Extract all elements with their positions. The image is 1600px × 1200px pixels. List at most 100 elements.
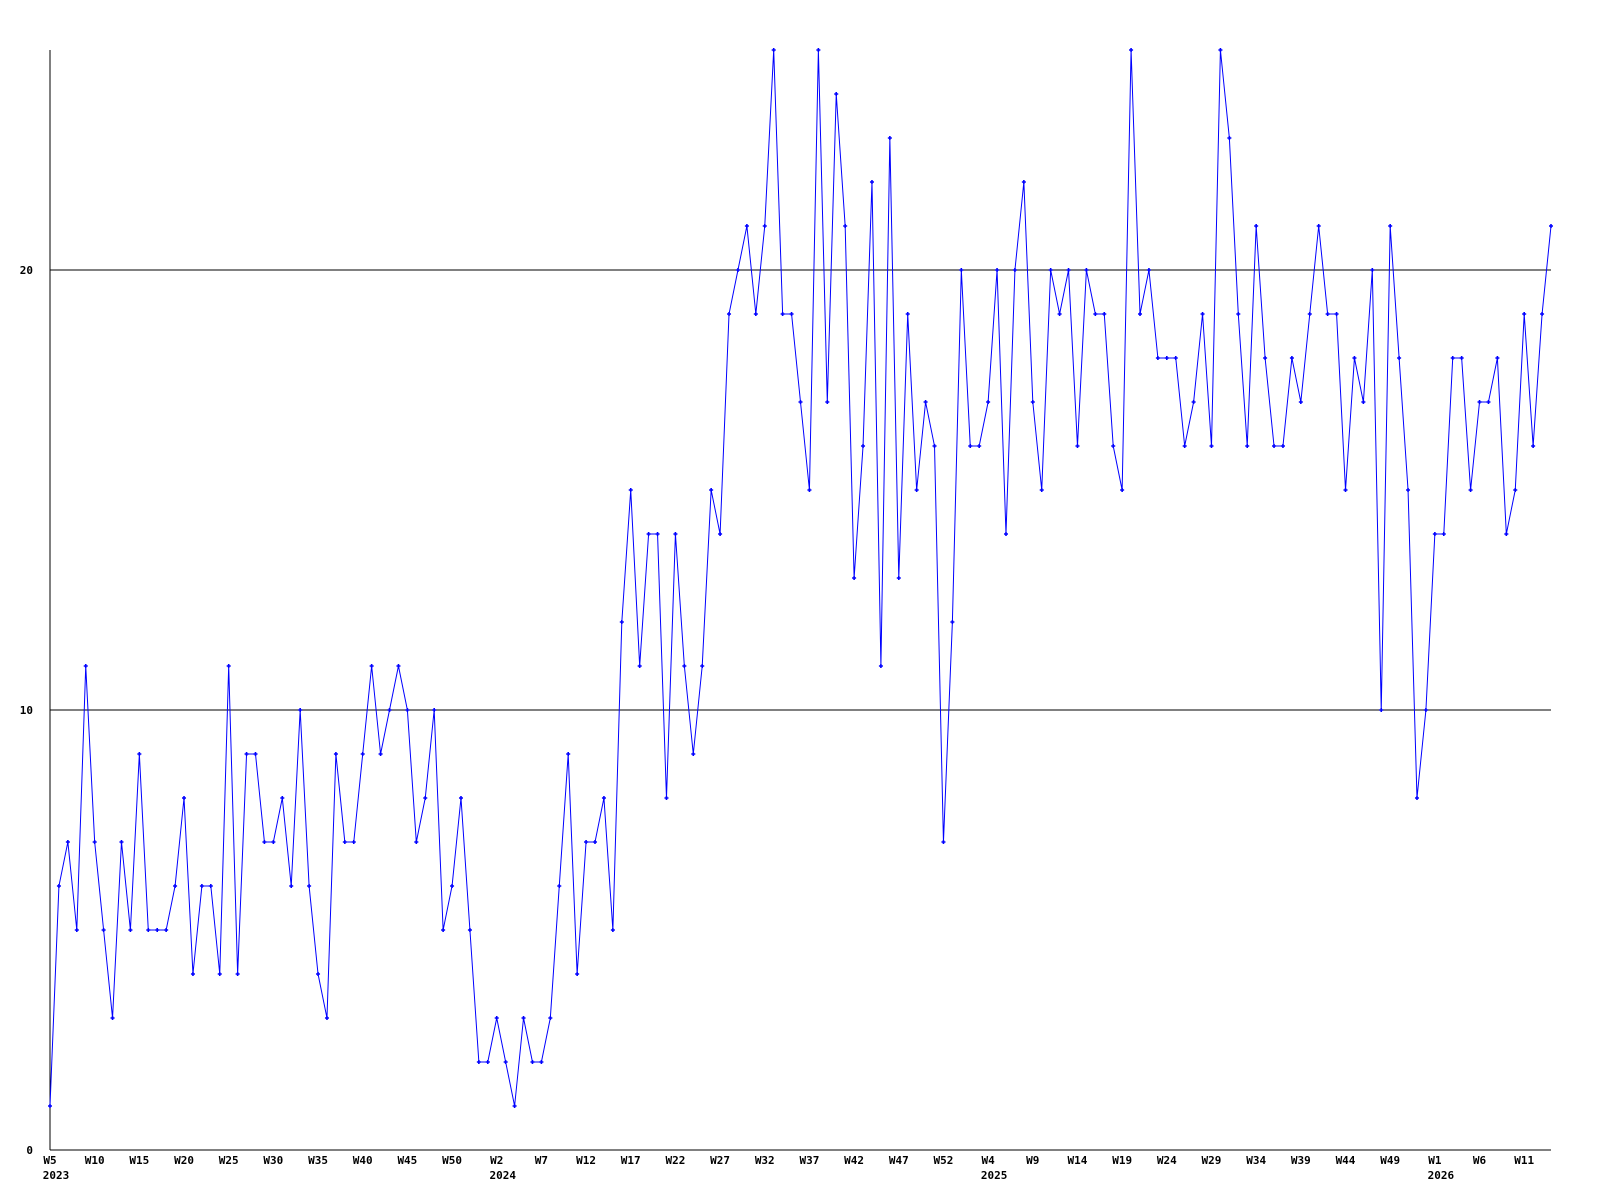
- data-point: [1066, 268, 1071, 272]
- data-point: [1155, 356, 1160, 360]
- data-point: [512, 1104, 517, 1108]
- data-point: [199, 884, 204, 888]
- data-point: [1120, 488, 1125, 492]
- data-point: [1298, 400, 1303, 404]
- x-tick-label: W30: [263, 1154, 283, 1167]
- data-point: [1236, 312, 1241, 316]
- data-point: [226, 664, 231, 668]
- data-point: [235, 972, 240, 976]
- x-tick-label: W20: [174, 1154, 194, 1167]
- data-point: [646, 532, 651, 536]
- data-point: [1102, 312, 1107, 316]
- data-point: [914, 488, 919, 492]
- data-point: [932, 444, 937, 448]
- data-point: [789, 312, 794, 316]
- data-point: [718, 532, 723, 536]
- data-point: [378, 752, 383, 756]
- data-point: [369, 664, 374, 668]
- data-point: [1129, 48, 1134, 52]
- x-tick-label: W29: [1202, 1154, 1222, 1167]
- data-point: [1450, 356, 1455, 360]
- data-point: [1003, 532, 1008, 536]
- data-point: [414, 840, 419, 844]
- x-tick-label: W39: [1291, 1154, 1311, 1167]
- data-point: [601, 796, 606, 800]
- data-point: [798, 400, 803, 404]
- data-point: [244, 752, 249, 756]
- y-tick-label: 10: [20, 704, 33, 717]
- data-point: [1477, 400, 1482, 404]
- data-point: [476, 1060, 481, 1064]
- data-point: [128, 928, 133, 932]
- data-point: [1111, 444, 1116, 448]
- data-point: [1173, 356, 1178, 360]
- data-point: [1039, 488, 1044, 492]
- data-point: [494, 1016, 499, 1020]
- x-tick-label: W11: [1514, 1154, 1534, 1167]
- data-point: [610, 928, 615, 932]
- data-point: [1316, 224, 1321, 228]
- data-point: [1540, 312, 1545, 316]
- data-point: [316, 972, 321, 976]
- data-point: [1146, 268, 1151, 272]
- data-point: [584, 840, 589, 844]
- data-point: [441, 928, 446, 932]
- x-tick-label: W4: [982, 1154, 996, 1167]
- series-markers: [48, 48, 1553, 1108]
- data-point: [548, 1016, 553, 1020]
- x-year-label: 2025: [981, 1169, 1008, 1182]
- x-tick-label: W25: [219, 1154, 239, 1167]
- data-point: [744, 224, 749, 228]
- data-point: [566, 752, 571, 756]
- data-point: [628, 488, 633, 492]
- data-point: [593, 840, 598, 844]
- x-tick-label: W35: [308, 1154, 328, 1167]
- data-point: [762, 224, 767, 228]
- data-point: [905, 312, 910, 316]
- data-point: [342, 840, 347, 844]
- data-point: [333, 752, 338, 756]
- data-point: [1504, 532, 1509, 536]
- data-point: [271, 840, 276, 844]
- data-point: [56, 884, 61, 888]
- data-point: [307, 884, 312, 888]
- data-point: [503, 1060, 508, 1064]
- data-point: [816, 48, 821, 52]
- data-point: [1218, 48, 1223, 52]
- data-point: [1414, 796, 1419, 800]
- data-point: [1200, 312, 1205, 316]
- x-tick-label: W6: [1473, 1154, 1487, 1167]
- data-point: [1012, 268, 1017, 272]
- data-point: [655, 532, 660, 536]
- data-point: [1289, 356, 1294, 360]
- series-polyline: [49, 49, 1552, 1107]
- data-point: [673, 532, 678, 536]
- data-point: [950, 620, 955, 624]
- data-point: [869, 180, 874, 184]
- data-point: [941, 840, 946, 844]
- x-tick-label: W49: [1380, 1154, 1400, 1167]
- data-point: [843, 224, 848, 228]
- x-year-label: 2023: [43, 1169, 70, 1182]
- data-point: [1021, 180, 1026, 184]
- data-point: [1361, 400, 1366, 404]
- x-tick-label: W7: [535, 1154, 548, 1167]
- data-point: [753, 312, 758, 316]
- data-point: [664, 796, 669, 800]
- x-tick-label: W42: [844, 1154, 864, 1167]
- data-point: [1191, 400, 1196, 404]
- data-point: [48, 1104, 52, 1108]
- data-point: [1406, 488, 1411, 492]
- x-tick-label: W27: [710, 1154, 730, 1167]
- data-point: [852, 576, 857, 580]
- data-point: [861, 444, 866, 448]
- x-tick-label: W19: [1112, 1154, 1132, 1167]
- data-point: [1352, 356, 1357, 360]
- data-point: [253, 752, 258, 756]
- x-tick-label: W24: [1157, 1154, 1177, 1167]
- x-tick-label: W15: [129, 1154, 149, 1167]
- x-tick-label: W40: [353, 1154, 373, 1167]
- x-year-label: 2026: [1428, 1169, 1455, 1182]
- data-point: [771, 48, 776, 52]
